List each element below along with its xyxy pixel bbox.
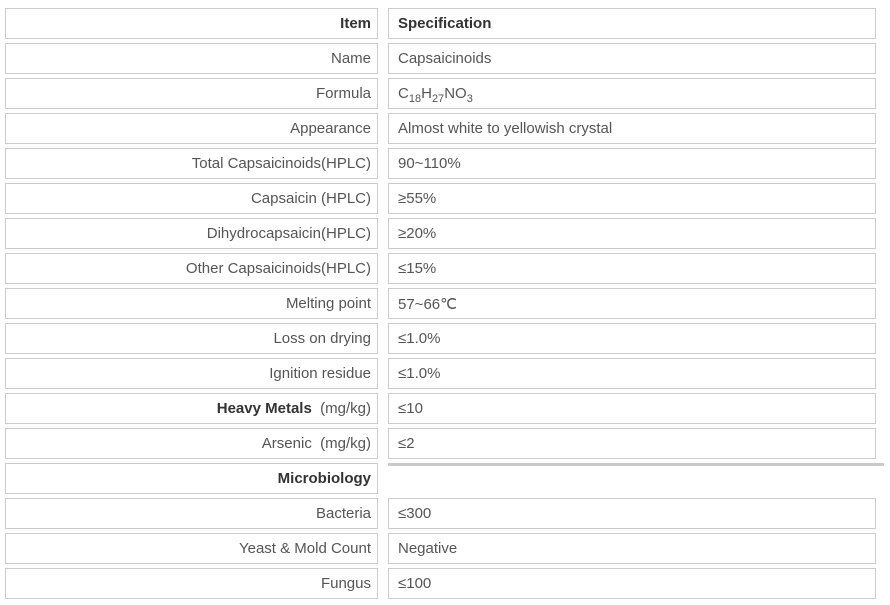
item-cell: Dihydrocapsaicin(HPLC)	[5, 218, 378, 249]
item-cell: Yeast & Mold Count	[5, 533, 378, 564]
spec-value: Almost white to yellowish crystal	[398, 120, 613, 137]
table-row: Loss on drying ≤1.0%	[5, 323, 890, 354]
item-cell: Ignition residue	[5, 358, 378, 389]
spec-cell: ≤2	[388, 428, 876, 459]
item-cell: Loss on drying	[5, 323, 378, 354]
table-row: Formula C18H27NO3	[5, 78, 890, 109]
item-cell: Other Capsaicinoids(HPLC)	[5, 253, 378, 284]
spec-value: ≤2	[398, 435, 415, 452]
table-row: Name Capsaicinoids	[5, 43, 890, 74]
item-label: Appearance	[290, 120, 371, 137]
spec-value: 90~110%	[398, 155, 461, 172]
item-label: (mg/kg)	[311, 400, 371, 417]
item-label: Capsaicin (HPLC)	[250, 190, 371, 207]
spec-value: ≤10	[398, 400, 423, 417]
spec-value: ≤15%	[398, 260, 437, 277]
table-row: Microbiology	[5, 463, 890, 494]
table-row: Total Capsaicinoids(HPLC) 90~110%	[5, 148, 890, 179]
item-label-bold: Microbiology	[277, 470, 371, 487]
item-label: Arsenic (mg/kg)	[261, 435, 371, 452]
table-row: Yeast & Mold Count Negative	[5, 533, 890, 564]
spec-cell: 90~110%	[388, 148, 876, 179]
item-label: Item	[340, 15, 371, 32]
table-row: Melting point 57~66℃	[5, 288, 890, 319]
table-row: Dihydrocapsaicin(HPLC) ≥20%	[5, 218, 890, 249]
table-row: Other Capsaicinoids(HPLC) ≤15%	[5, 253, 890, 284]
item-cell: Arsenic (mg/kg)	[5, 428, 378, 459]
spec-value: ≥55%	[398, 190, 437, 207]
spec-cell: ≤1.0%	[388, 358, 876, 389]
spec-cell: ≤10	[388, 393, 876, 424]
spec-value: ≤300	[398, 505, 432, 522]
spec-formula: C18H27NO3	[398, 85, 473, 105]
item-cell: Appearance	[5, 113, 378, 144]
spec-cell: ≤15%	[388, 253, 876, 284]
spec-value: Negative	[398, 540, 458, 557]
item-cell: Formula	[5, 78, 378, 109]
item-label: Yeast & Mold Count	[238, 540, 371, 557]
item-cell: Capsaicin (HPLC)	[5, 183, 378, 214]
item-label-bold: Heavy Metals	[216, 400, 312, 417]
section-divider	[388, 463, 884, 494]
spec-cell: Capsaicinoids	[388, 43, 876, 74]
item-cell: Bacteria	[5, 498, 378, 529]
spec-cell: C18H27NO3	[388, 78, 876, 109]
item-label: Bacteria	[315, 505, 371, 522]
spec-value: ≤100	[398, 575, 432, 592]
spec-cell: ≥55%	[388, 183, 876, 214]
item-label: Dihydrocapsaicin(HPLC)	[206, 225, 371, 242]
spec-cell: Negative	[388, 533, 876, 564]
spec-table: Item Specification Name Capsaicinoids Fo…	[5, 8, 890, 599]
spec-cell: ≥20%	[388, 218, 876, 249]
table-row: Heavy Metals (mg/kg) ≤10	[5, 393, 890, 424]
item-cell: Total Capsaicinoids(HPLC)	[5, 148, 378, 179]
spec-cell: ≤1.0%	[388, 323, 876, 354]
spec-value: ≥20%	[398, 225, 437, 242]
table-row: Ignition residue ≤1.0%	[5, 358, 890, 389]
table-row: Fungus ≤100	[5, 568, 890, 599]
item-label: Other Capsaicinoids(HPLC)	[185, 260, 371, 277]
item-cell: Microbiology	[5, 463, 378, 494]
item-cell: Name	[5, 43, 378, 74]
table-row: Bacteria ≤300	[5, 498, 890, 529]
item-label: Melting point	[285, 295, 371, 312]
item-cell: Heavy Metals (mg/kg)	[5, 393, 378, 424]
table-row: Capsaicin (HPLC) ≥55%	[5, 183, 890, 214]
spec-cell: 57~66℃	[388, 288, 876, 319]
item-label: Fungus	[320, 575, 371, 592]
item-cell: Melting point	[5, 288, 378, 319]
spec-cell: Specification	[388, 8, 876, 39]
item-label: Total Capsaicinoids(HPLC)	[191, 155, 371, 172]
spec-cell: ≤100	[388, 568, 876, 599]
spec-value: ≤1.0%	[398, 365, 441, 382]
item-label: Name	[330, 50, 371, 67]
table-row: Appearance Almost white to yellowish cry…	[5, 113, 890, 144]
spec-value: Specification	[398, 15, 492, 32]
item-label: Ignition residue	[269, 365, 371, 382]
table-row: Arsenic (mg/kg) ≤2	[5, 428, 890, 459]
item-label: Loss on drying	[273, 330, 371, 347]
spec-cell: Almost white to yellowish crystal	[388, 113, 876, 144]
spec-cell: ≤300	[388, 498, 876, 529]
spec-value: 57~66℃	[398, 295, 457, 313]
item-cell: Fungus	[5, 568, 378, 599]
item-cell: Item	[5, 8, 378, 39]
table-header-row: Item Specification	[5, 8, 890, 39]
spec-value: ≤1.0%	[398, 330, 441, 347]
item-label: Formula	[315, 85, 371, 102]
spec-value: Capsaicinoids	[398, 50, 492, 67]
